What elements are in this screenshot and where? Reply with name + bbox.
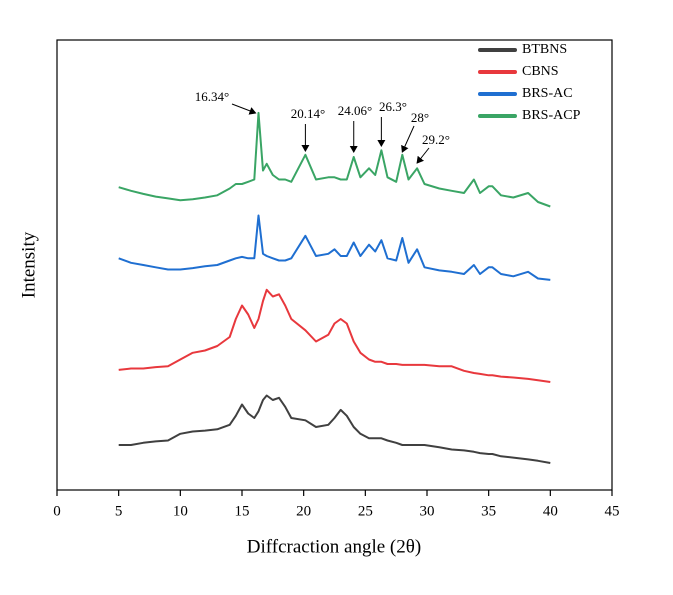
x-tick-label: 25 <box>358 503 373 519</box>
x-tick-label: 45 <box>605 503 620 519</box>
series-line <box>118 288 551 383</box>
legend-label: BTBNS <box>522 42 567 57</box>
annotation-arrow <box>401 125 415 153</box>
series-line <box>118 111 551 208</box>
x-tick-label: 5 <box>115 503 123 519</box>
legend-label: CBNS <box>522 64 559 79</box>
series-line <box>118 214 551 281</box>
annotation-arrow <box>416 147 430 164</box>
x-axis-title: Diffcraction angle (2θ) <box>247 536 421 557</box>
annotation-label: 16.34° <box>195 89 229 104</box>
annotation-label: 24.06° <box>338 103 372 118</box>
annotation-label: 28° <box>411 110 429 125</box>
annotation-label: 26.3° <box>379 99 407 114</box>
x-tick-label: 15 <box>235 503 250 519</box>
x-tick-label: 30 <box>420 503 435 519</box>
y-axis-title: Intensity <box>18 231 39 298</box>
plot-frame <box>56 39 613 491</box>
legend-label: BRS-ACP <box>522 108 581 123</box>
annotation-arrow <box>231 103 257 115</box>
x-tick-label: 0 <box>53 503 61 519</box>
annotation-label: 29.2° <box>422 132 450 147</box>
legend-label: BRS-AC <box>522 86 573 101</box>
x-tick-label: 35 <box>481 503 496 519</box>
series-line <box>118 394 551 464</box>
x-tick-label: 40 <box>543 503 558 519</box>
x-tick-label: 10 <box>173 503 188 519</box>
x-tick-label: 20 <box>296 503 311 519</box>
annotation-label: 20.14° <box>291 106 325 121</box>
